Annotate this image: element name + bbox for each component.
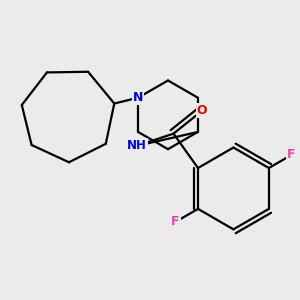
Text: NH: NH <box>127 140 147 152</box>
Text: O: O <box>197 104 207 117</box>
Text: F: F <box>171 215 180 229</box>
Text: F: F <box>287 148 296 161</box>
Text: N: N <box>133 91 143 104</box>
